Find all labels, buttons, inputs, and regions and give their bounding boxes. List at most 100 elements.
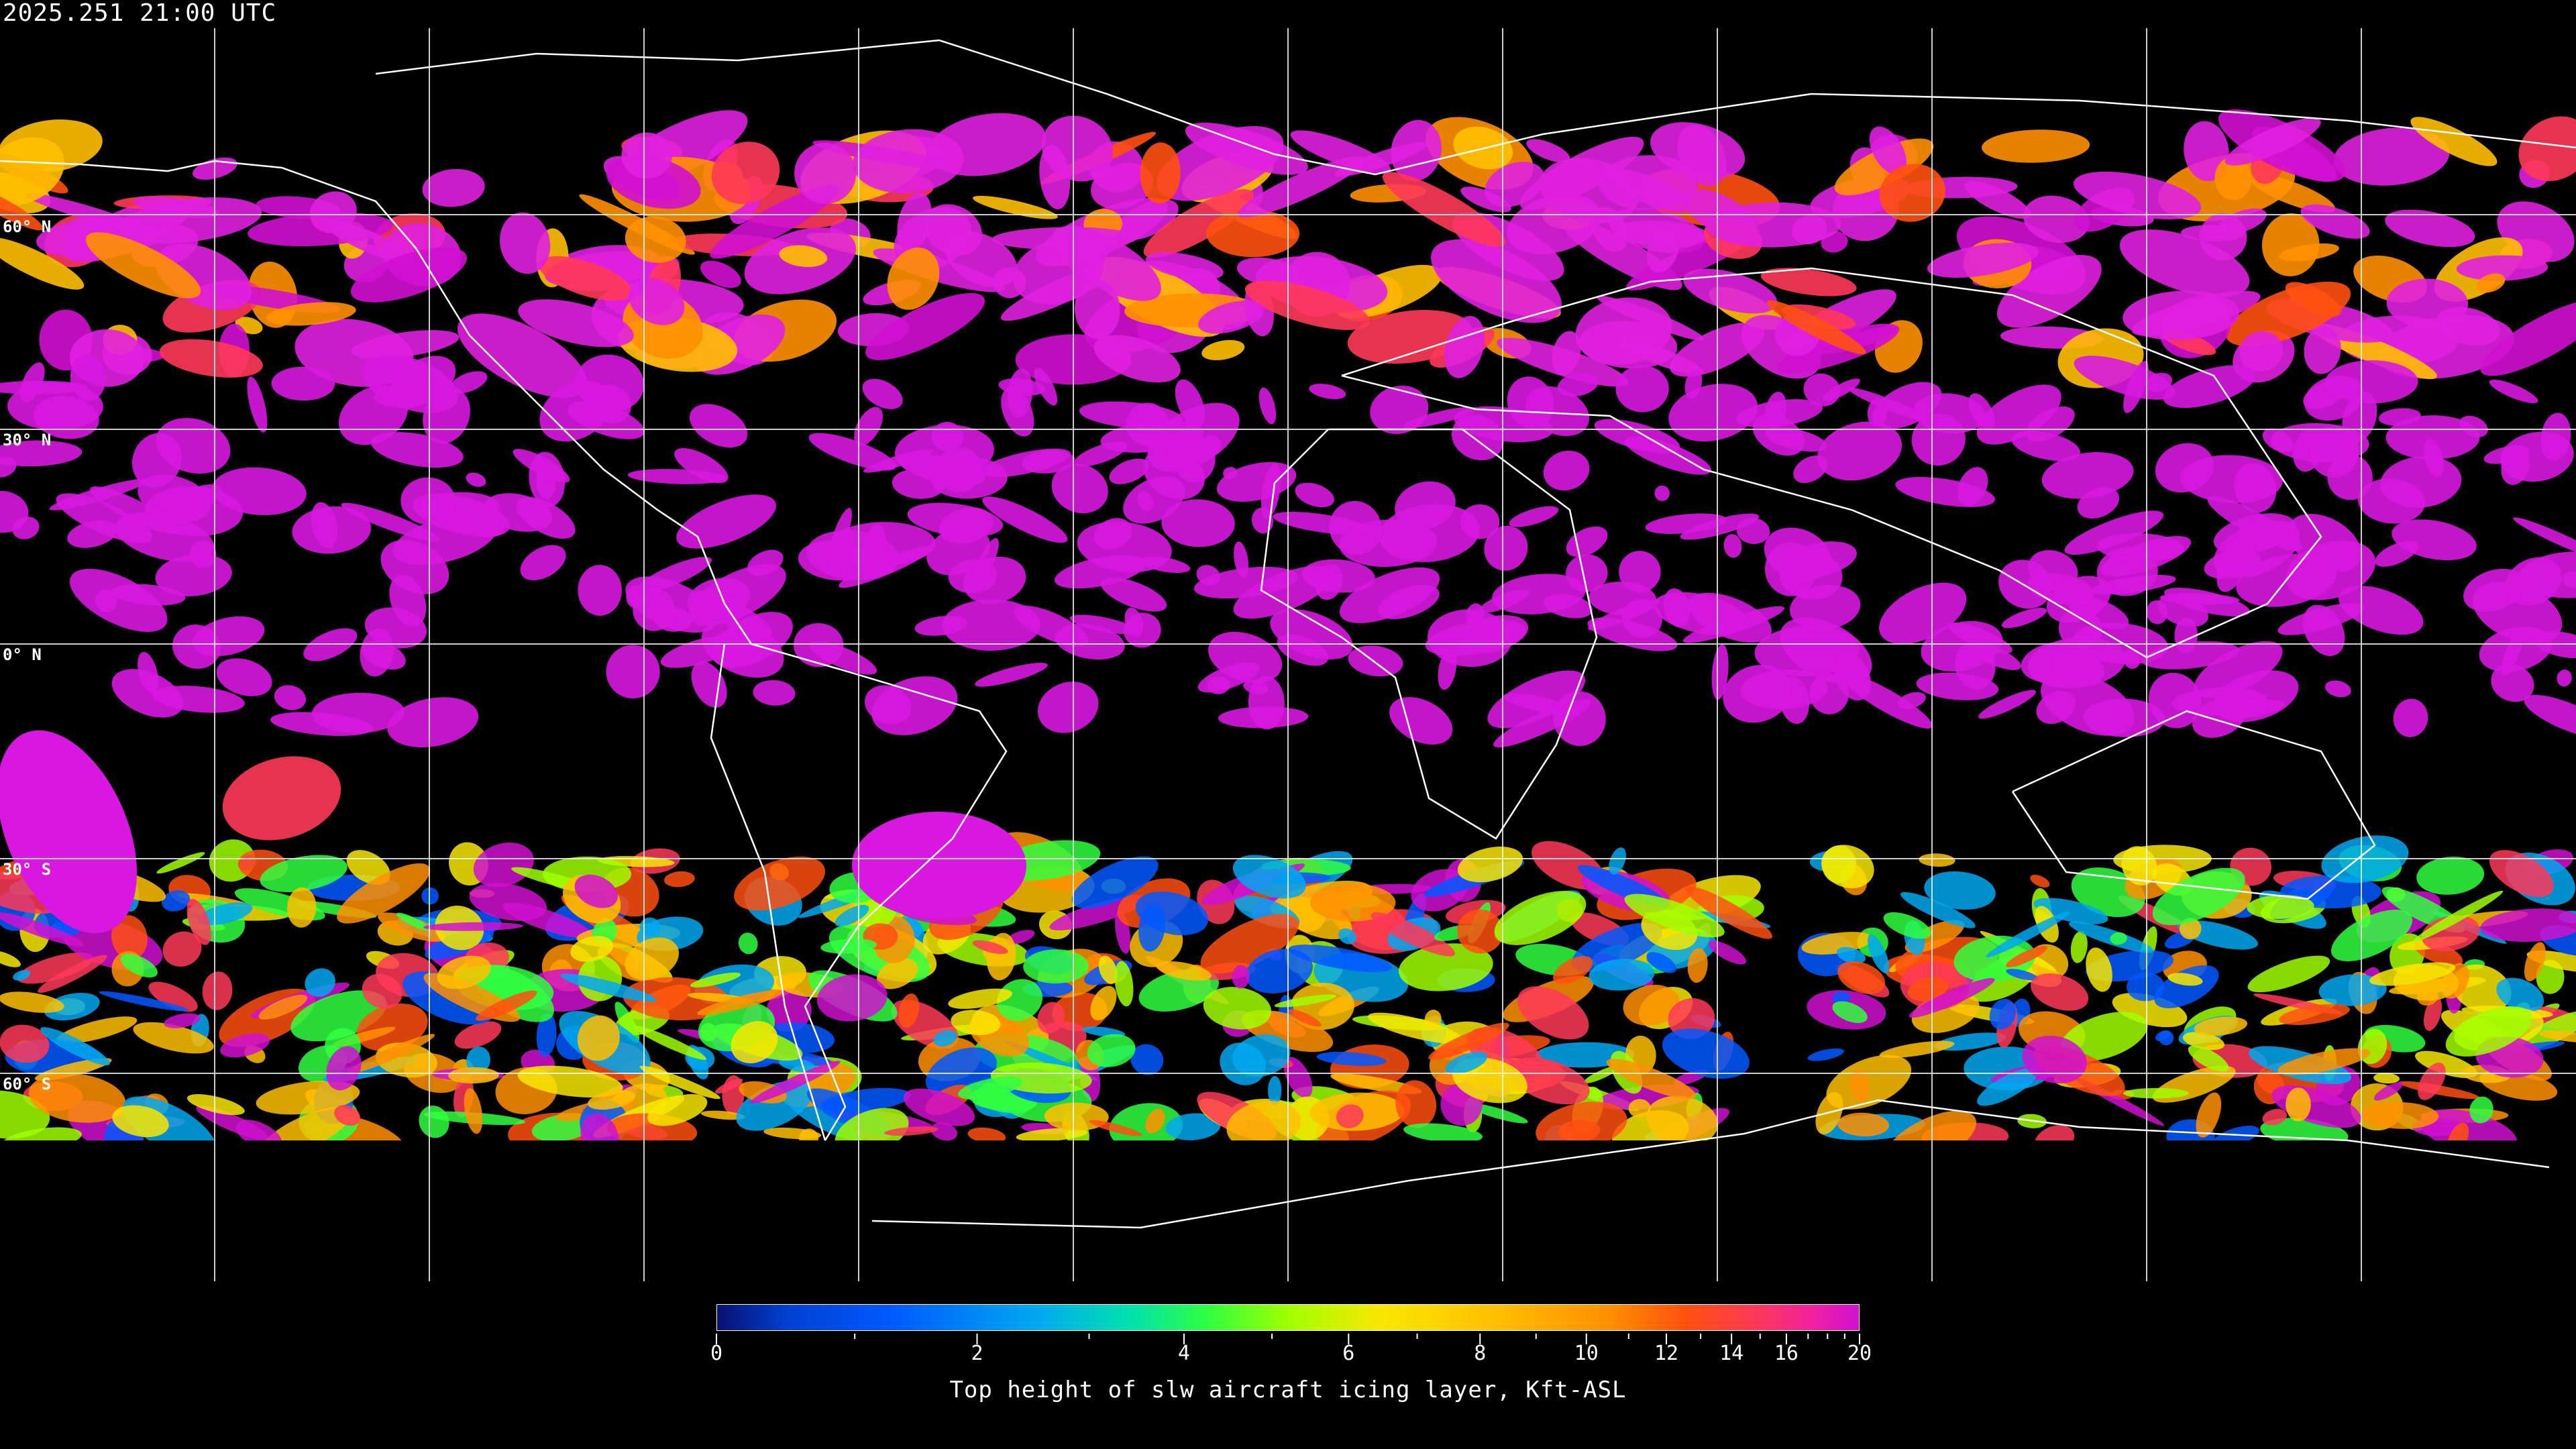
cloud-patch bbox=[413, 493, 511, 537]
cloud-patch bbox=[1685, 886, 1772, 939]
cloud-patch bbox=[839, 546, 932, 588]
cloud-patch bbox=[2192, 698, 2246, 738]
cloud-patch bbox=[574, 874, 619, 908]
cloud-patch bbox=[1997, 255, 2102, 328]
cloud-patch bbox=[700, 260, 741, 288]
cloud-patch bbox=[2318, 974, 2387, 1006]
cloud-patch bbox=[1466, 603, 1485, 627]
cloud-patch bbox=[2164, 588, 2250, 616]
cloud-patch bbox=[0, 137, 65, 206]
cloud-patch bbox=[2524, 694, 2576, 739]
cloud-patch bbox=[1130, 1044, 1164, 1075]
cloud-patch bbox=[1077, 521, 1172, 573]
cloud-patch bbox=[1832, 991, 1851, 1004]
cloud-patch bbox=[691, 661, 727, 708]
cloud-patch bbox=[536, 1013, 557, 1057]
cloud-patch bbox=[1207, 676, 1230, 694]
cloud-patch bbox=[247, 376, 268, 433]
cloud-patch bbox=[454, 1021, 502, 1049]
cloud-patch bbox=[2304, 375, 2365, 421]
cloud-patch bbox=[1287, 1009, 1322, 1027]
cloud-patch bbox=[625, 216, 686, 263]
cloud-patch bbox=[156, 418, 231, 474]
cloud-patch bbox=[1584, 1065, 1619, 1083]
cloud-patch bbox=[1143, 446, 1205, 500]
cloud-patch bbox=[570, 936, 614, 962]
cloud-patch bbox=[887, 248, 940, 310]
cloud-patch bbox=[159, 339, 263, 378]
cloud-patch bbox=[1977, 1068, 2038, 1106]
cloud-patch bbox=[1619, 551, 1661, 593]
cloud-patch bbox=[816, 974, 888, 1022]
cloud-patch bbox=[1114, 961, 1134, 1007]
cloud-patch bbox=[1243, 680, 1269, 694]
cloud-patch bbox=[1836, 947, 1866, 964]
cloud-patch bbox=[1126, 402, 1169, 446]
cloud-patch bbox=[1041, 115, 1114, 182]
cloud-patch bbox=[1723, 534, 1742, 558]
cloud-patch bbox=[1460, 186, 1511, 213]
cloud-patch bbox=[2239, 331, 2284, 372]
cloud-patch bbox=[387, 697, 479, 748]
cloud-patch bbox=[1295, 482, 1334, 508]
coastline bbox=[871, 1099, 2550, 1229]
cloud-patch bbox=[1403, 1123, 1483, 1143]
lat-label-30n: 30° N bbox=[3, 431, 52, 449]
cloud-patch bbox=[2022, 1035, 2087, 1084]
cloud-patch bbox=[2469, 1096, 2493, 1124]
cloud-patch bbox=[13, 969, 31, 981]
cloud-patch bbox=[161, 890, 191, 912]
cloud-patch bbox=[1200, 914, 1299, 974]
cloud-patch bbox=[99, 991, 189, 1012]
cloud-patch bbox=[1646, 952, 1676, 973]
cloud-patch bbox=[2023, 195, 2090, 244]
cloud-patch bbox=[44, 992, 100, 1021]
cloud-patch bbox=[2518, 551, 2576, 598]
cloud-patch bbox=[2006, 969, 2038, 981]
cloud-patch bbox=[1509, 506, 1559, 527]
cloud-patch bbox=[2304, 326, 2341, 374]
cloud-patch bbox=[1087, 1034, 1136, 1067]
cloud-patch bbox=[2184, 121, 2229, 182]
cloud-patch bbox=[898, 994, 920, 1028]
cloud-patch bbox=[2006, 945, 2047, 968]
cloud-patch bbox=[0, 490, 29, 533]
cloud-patch bbox=[1206, 209, 1300, 258]
cloud-patch bbox=[711, 142, 780, 205]
cloud-patch bbox=[2285, 282, 2341, 317]
colorbar-tick-label: 8 bbox=[1474, 1342, 1487, 1365]
cloud-patch bbox=[967, 1127, 1006, 1144]
cloud-patch bbox=[309, 191, 357, 233]
cloud-patch bbox=[1680, 513, 1760, 540]
cloud-patch bbox=[2286, 1087, 2311, 1122]
cloud-patch bbox=[734, 857, 826, 911]
cloud-patch bbox=[270, 712, 374, 737]
cloud-patch bbox=[1428, 1022, 1509, 1061]
cloud-patch bbox=[1038, 682, 1099, 733]
cloud-patch bbox=[0, 868, 62, 914]
cloud-patch bbox=[2196, 1092, 2222, 1138]
cloud-patch bbox=[1487, 670, 1586, 729]
cloud-patch bbox=[1140, 142, 1181, 204]
cloud-patch bbox=[1034, 368, 1058, 406]
cloud-patch bbox=[1431, 239, 1562, 323]
cloud-patch bbox=[0, 237, 85, 290]
cloud-patch bbox=[437, 955, 491, 989]
cloud-patch bbox=[2119, 229, 2250, 297]
cloud-patch bbox=[1646, 229, 1679, 273]
cloud-patch bbox=[2385, 415, 2480, 460]
cloud-patch bbox=[1517, 986, 1589, 1040]
cloud-patch bbox=[1688, 592, 1772, 643]
cloud-patch bbox=[0, 380, 88, 394]
cloud-patch bbox=[148, 981, 198, 1012]
cloud-patch bbox=[1911, 413, 1966, 466]
cloud-patch bbox=[111, 669, 184, 718]
cloud-patch bbox=[1543, 450, 1590, 491]
cloud-patch bbox=[1623, 985, 1680, 1026]
cloud-patch bbox=[2123, 1087, 2189, 1099]
cloud-patch bbox=[2194, 641, 2283, 698]
cloud-patch bbox=[2064, 511, 2163, 555]
cloud-patch bbox=[476, 990, 537, 1021]
cloud-patch bbox=[2526, 950, 2576, 973]
cloud-patch bbox=[539, 380, 612, 442]
